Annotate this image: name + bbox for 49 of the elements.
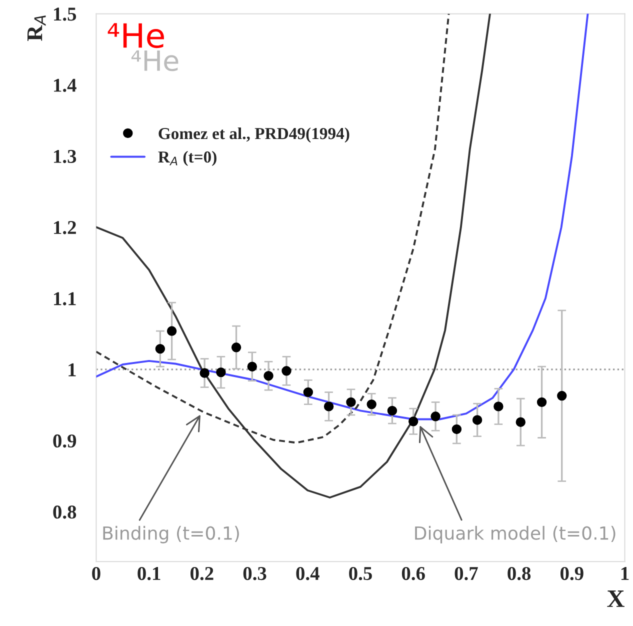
point [494,402,504,412]
x-tick-label: 0.3 [243,566,266,580]
x-tick-label: 0.9 [560,566,584,580]
legend-label: R$_{A}$ (t=0) [158,150,216,166]
point [472,415,482,425]
point [452,424,462,434]
point [231,342,242,352]
y-axis-title: R$_{A}$ [28,15,46,41]
y-tick-label: 1.4 [54,78,76,92]
point [264,370,274,381]
point [282,366,292,376]
x-tick-label: 0 [92,566,100,580]
x-tick-label: 0.1 [138,566,160,580]
y-tick-label: 0.8 [53,506,76,519]
point [216,367,226,378]
point [557,390,567,401]
x-tick-label: 1 [621,567,629,580]
x-tick-label: 0.7 [454,566,478,580]
legend-label: Gomez et al., PRD49(1994) [158,127,350,143]
line-series [96,14,491,498]
annotation: Diquark model (t=0.1) [415,526,616,544]
x-tick-label: 0.6 [402,566,425,580]
x-axis-title: X [607,590,624,607]
y-tick-label: 1 [68,363,76,376]
point [155,344,166,354]
y-tick-label: 1.3 [54,150,76,164]
point [166,326,177,336]
y-tick-label: 1.5 [54,8,76,21]
point [200,368,210,378]
point [516,417,526,427]
x-tick-label: 0.4 [296,566,320,580]
x-tick-label: 0.5 [349,566,372,580]
y-tick-label: 0.9 [53,434,76,448]
point [536,397,547,408]
point [247,362,257,372]
x-tick-label: 0.8 [508,566,531,580]
point [303,387,314,398]
y-tick-label: 1.2 [54,221,76,234]
y-tick-label: 1.1 [54,292,76,306]
point [387,406,398,416]
point [324,402,334,412]
point [346,397,356,408]
point [366,399,376,410]
annotation: Binding (t=0.1) [103,526,239,544]
point [408,416,418,426]
x-tick-label: 0.2 [190,566,214,580]
annotation: ⁴He [108,23,164,48]
annotation: ⁴He [131,50,178,72]
point [430,412,440,422]
